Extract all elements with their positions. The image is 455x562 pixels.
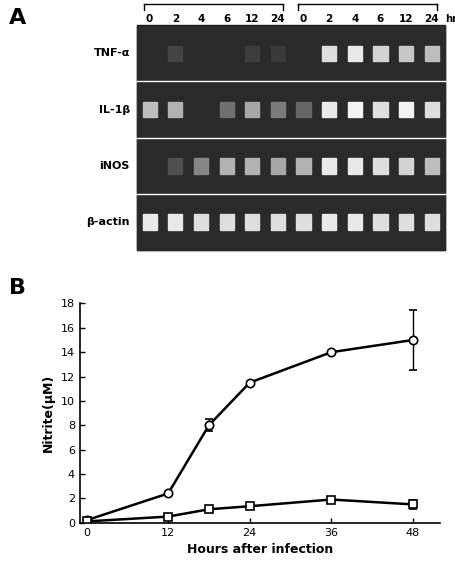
- Text: 6: 6: [222, 13, 230, 24]
- Text: 2: 2: [171, 13, 178, 24]
- Text: A: A: [9, 8, 26, 29]
- Text: IL-1β: IL-1β: [98, 105, 130, 115]
- Y-axis label: Nitrite(μM): Nitrite(μM): [42, 374, 55, 452]
- Text: 0: 0: [146, 13, 153, 24]
- Text: β-actin: β-actin: [86, 217, 130, 227]
- Text: 24: 24: [424, 13, 438, 24]
- Text: 4: 4: [350, 13, 358, 24]
- X-axis label: Hours after infection: Hours after infection: [187, 543, 332, 556]
- Text: 2: 2: [325, 13, 332, 24]
- Text: 24: 24: [270, 13, 284, 24]
- Text: 12: 12: [244, 13, 259, 24]
- Text: iNOS: iNOS: [99, 161, 130, 171]
- Text: B: B: [9, 278, 26, 298]
- Text: 12: 12: [398, 13, 413, 24]
- Text: hrs: hrs: [445, 13, 455, 24]
- Text: EMC-D-infection: EMC-D-infection: [163, 0, 263, 2]
- Text: LPS-stimulation: LPS-stimulation: [318, 0, 416, 2]
- Text: 0: 0: [299, 13, 307, 24]
- Text: 4: 4: [197, 13, 204, 24]
- Text: TNF-α: TNF-α: [93, 48, 130, 58]
- Text: 6: 6: [376, 13, 383, 24]
